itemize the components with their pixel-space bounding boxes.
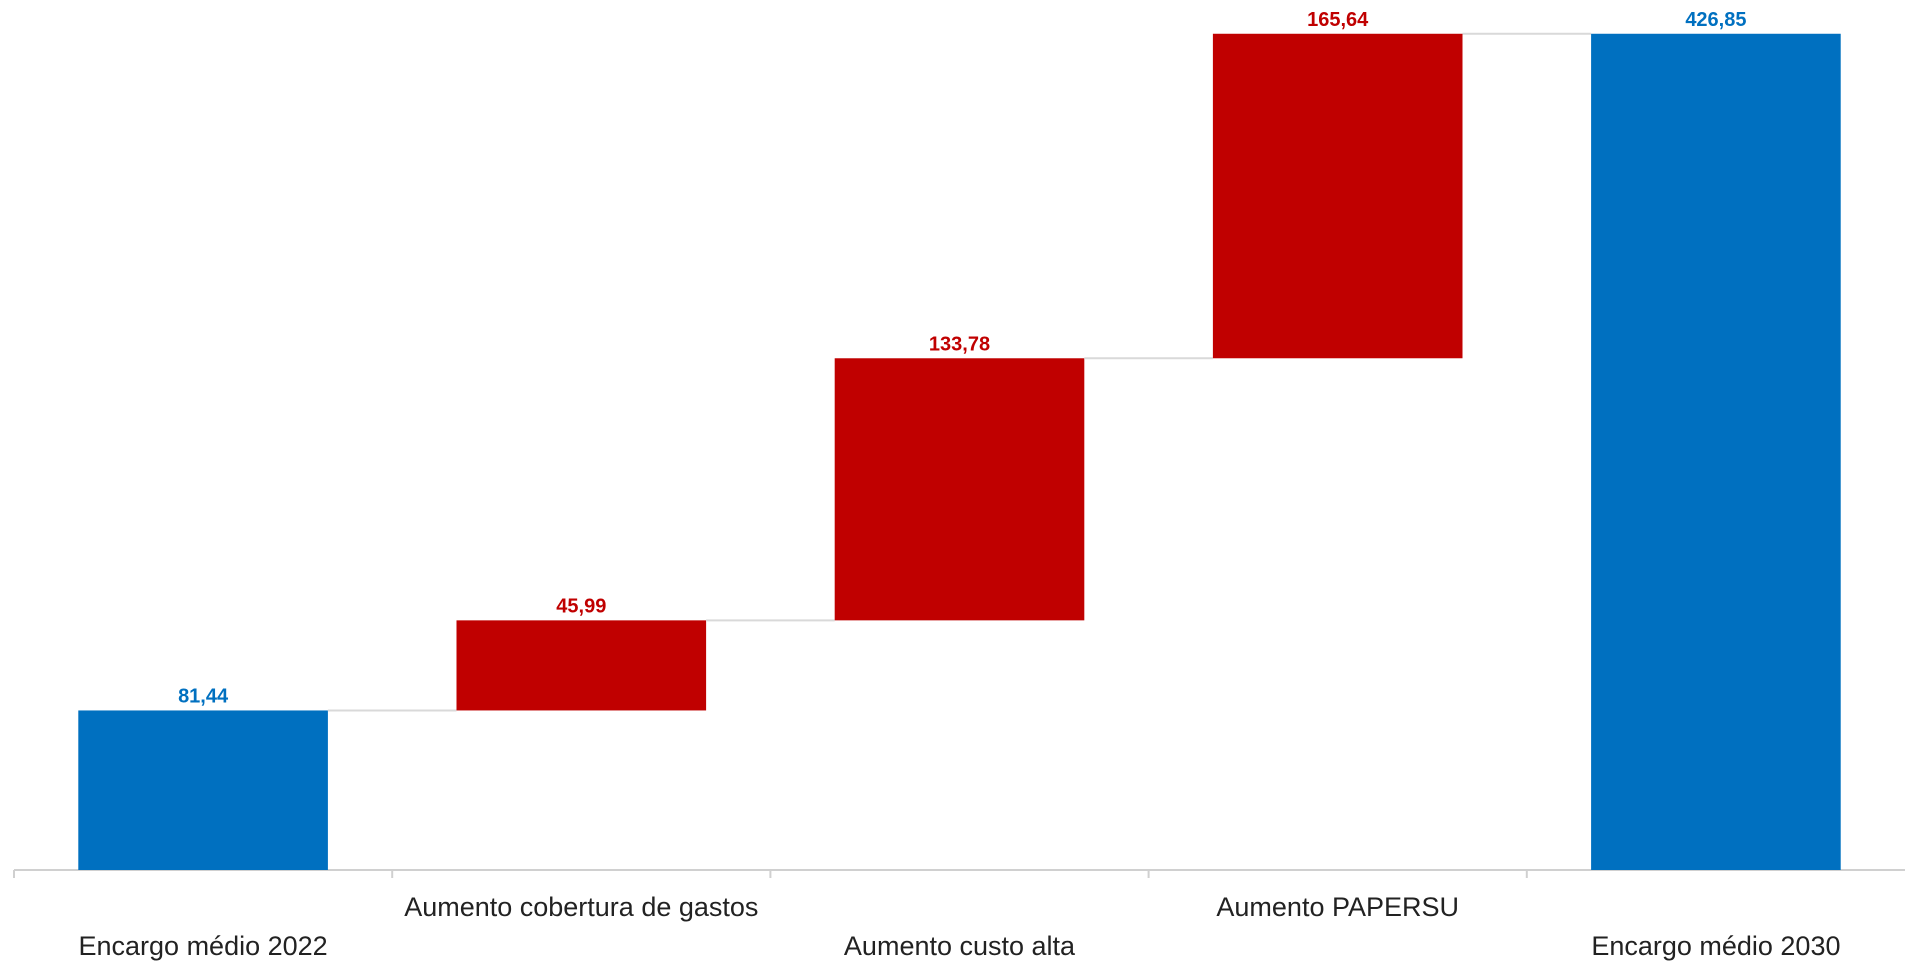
bar — [834, 358, 1085, 621]
x-tick-label: Encargo médio 2030 — [1591, 931, 1840, 961]
x-tick-label: Encargo médio 2022 — [79, 931, 328, 961]
bar — [78, 710, 328, 870]
x-tick-label: Aumento custo alta — [844, 931, 1076, 961]
value-label: 426,85 — [1685, 9, 1746, 31]
x-tick-label: Aumento PAPERSU — [1216, 892, 1459, 922]
value-label: 165,64 — [1307, 9, 1369, 31]
value-label: 45,99 — [556, 596, 606, 618]
value-label: 133,78 — [929, 334, 990, 356]
value-label: 81,44 — [178, 686, 229, 708]
bar — [456, 620, 707, 711]
x-tick-label: Aumento cobertura de gastos — [404, 892, 758, 922]
bar — [1212, 33, 1463, 359]
bar — [1591, 33, 1841, 871]
